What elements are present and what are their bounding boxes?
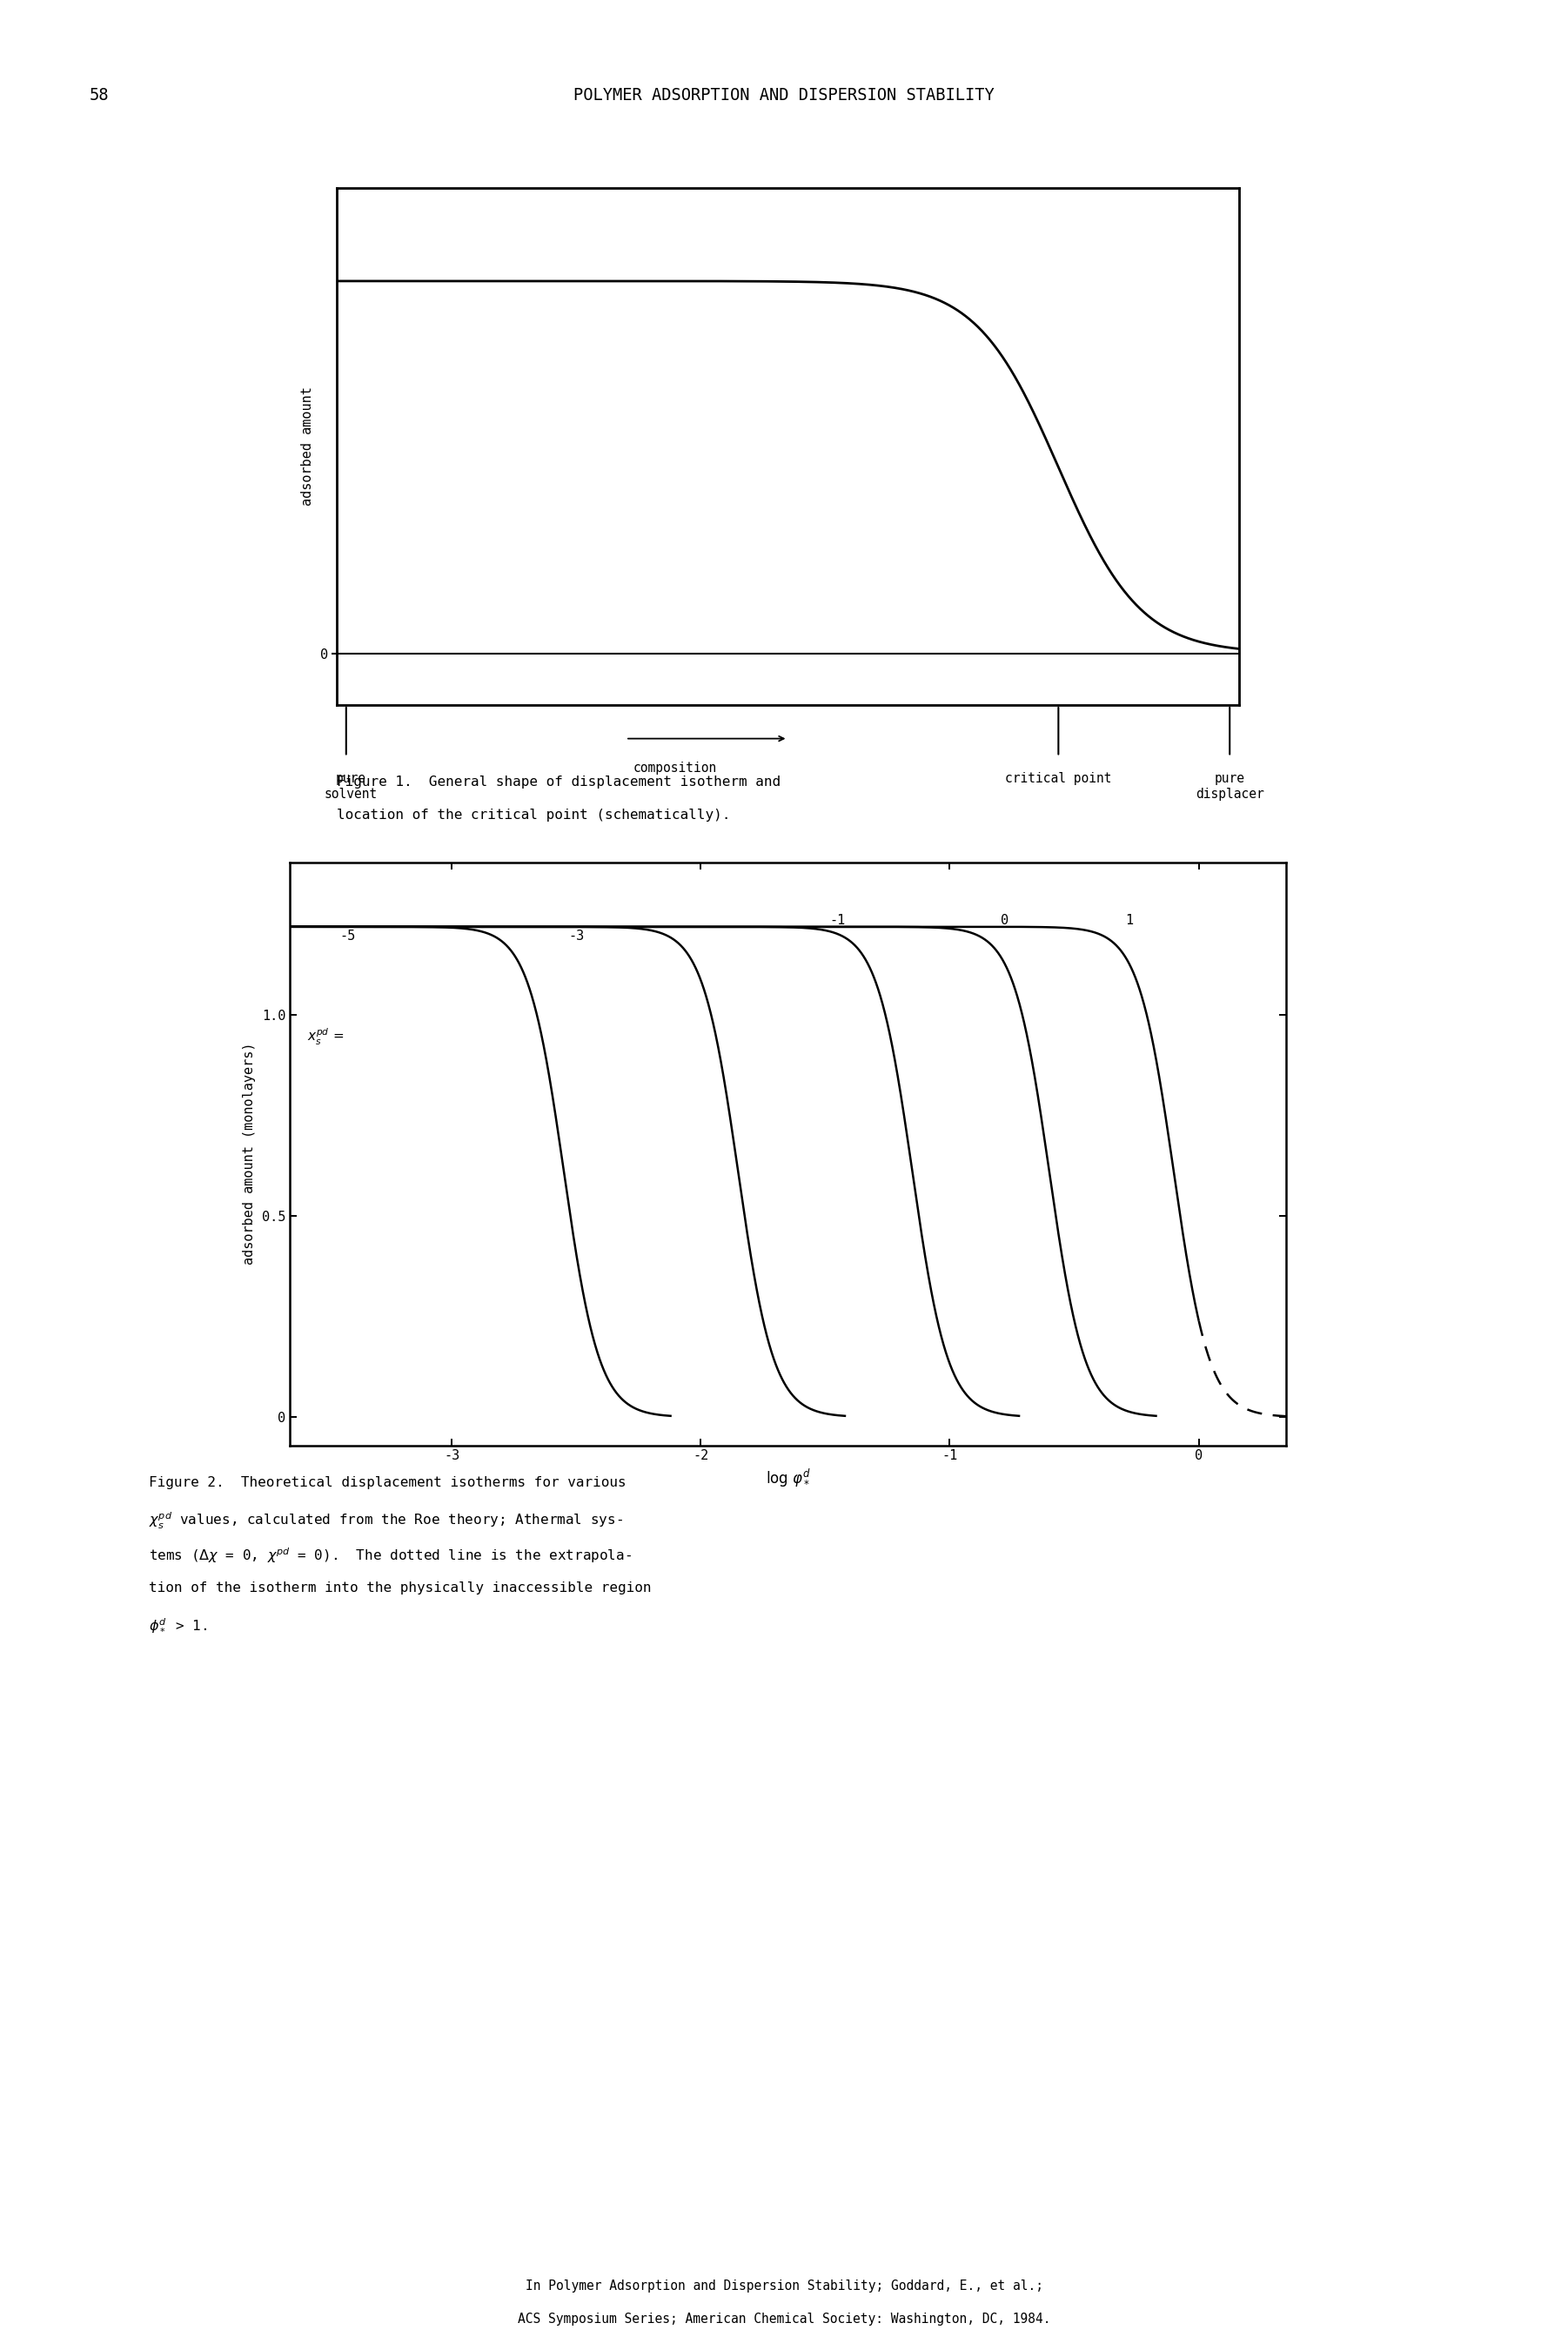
Text: 58: 58	[89, 87, 108, 103]
Text: ACS Symposium Series; American Chemical Society: Washington, DC, 1984.: ACS Symposium Series; American Chemical …	[517, 2312, 1051, 2326]
X-axis label: log $\varphi_*^d$: log $\varphi_*^d$	[765, 1466, 811, 1488]
Text: location of the critical point (schematically).: location of the critical point (schemati…	[337, 808, 731, 822]
Text: -5: -5	[339, 931, 356, 942]
Text: critical point: critical point	[1005, 773, 1112, 785]
Text: $\phi_*^d$ > 1.: $\phi_*^d$ > 1.	[149, 1617, 207, 1633]
Text: In Polymer Adsorption and Dispersion Stability; Goddard, E., et al.;: In Polymer Adsorption and Dispersion Sta…	[525, 2280, 1043, 2294]
Text: Figure 2.  Theoretical displacement isotherms for various: Figure 2. Theoretical displacement isoth…	[149, 1476, 626, 1490]
Text: -3: -3	[568, 931, 585, 942]
Text: $\chi_s^{pd}$ values, calculated from the Roe theory; Athermal sys-: $\chi_s^{pd}$ values, calculated from th…	[149, 1511, 622, 1532]
Text: pure
displacer: pure displacer	[1195, 773, 1264, 801]
Text: tems ($\Delta\chi$ = 0, $\chi^{pd}$ = 0).  The dotted line is the extrapola-: tems ($\Delta\chi$ = 0, $\chi^{pd}$ = 0)…	[149, 1546, 632, 1565]
Text: 0: 0	[1000, 914, 1008, 926]
Y-axis label: adsorbed amount: adsorbed amount	[301, 388, 314, 505]
Text: Figure 1.  General shape of displacement isotherm and: Figure 1. General shape of displacement …	[337, 776, 781, 790]
Text: $\mathit{x}_s^{pd}$ =: $\mathit{x}_s^{pd}$ =	[307, 1027, 343, 1048]
Text: tion of the isotherm into the physically inaccessible region: tion of the isotherm into the physically…	[149, 1582, 651, 1596]
Text: 1: 1	[1124, 914, 1134, 926]
Text: POLYMER ADSORPTION AND DISPERSION STABILITY: POLYMER ADSORPTION AND DISPERSION STABIL…	[574, 87, 994, 103]
Text: pure
solvent: pure solvent	[325, 773, 378, 801]
Text: composition: composition	[633, 761, 717, 776]
Text: -1: -1	[829, 914, 845, 926]
Y-axis label: adsorbed amount (monolayers): adsorbed amount (monolayers)	[243, 1043, 256, 1264]
